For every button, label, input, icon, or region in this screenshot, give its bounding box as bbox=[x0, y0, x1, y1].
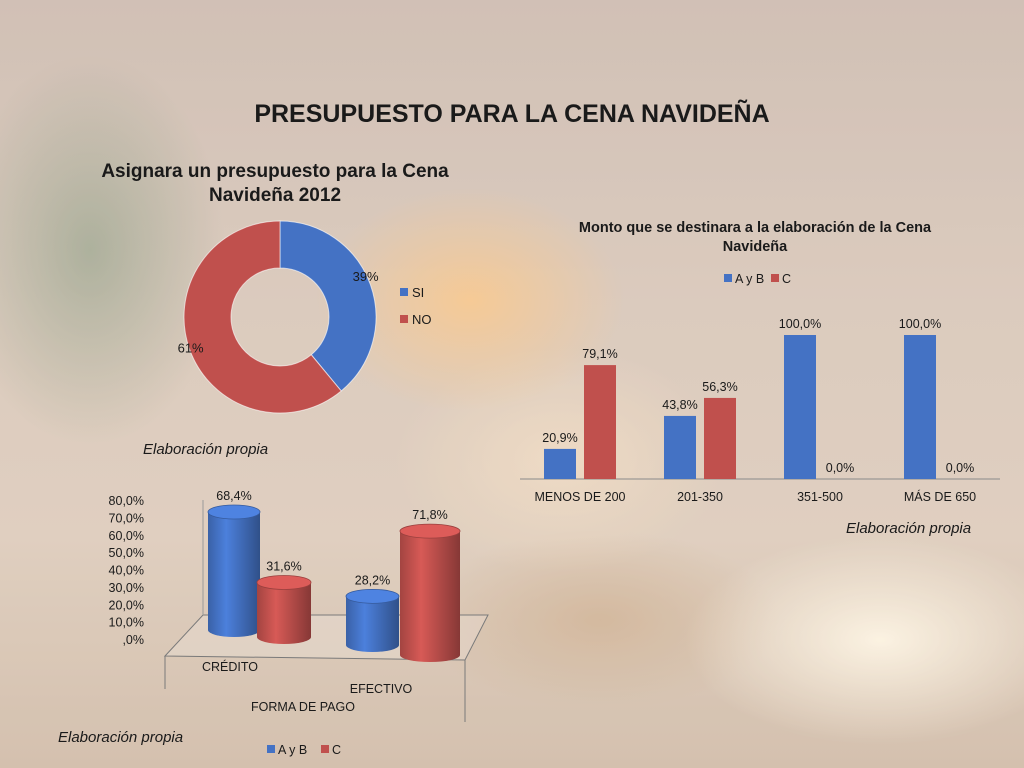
x-tick-label: 351-500 bbox=[797, 490, 843, 504]
bar-3d-body bbox=[400, 531, 460, 662]
legend-swatch-si bbox=[400, 288, 408, 296]
y-tick-label: 60,0% bbox=[109, 529, 144, 543]
bar-3d-c-0 bbox=[256, 575, 312, 644]
y-tick-label: 50,0% bbox=[109, 546, 144, 560]
x-tick-label: EFECTIVO bbox=[350, 682, 413, 696]
bar-3d-ayb-0 bbox=[207, 504, 261, 637]
legend-label: A y B bbox=[735, 272, 764, 286]
y-tick-label: 30,0% bbox=[109, 581, 144, 595]
bar-ayb-0 bbox=[544, 448, 576, 479]
donut-chart-title: Asignara un presupuesto para la Cena Nav… bbox=[101, 161, 449, 206]
bar-source-note: Elaboración propia bbox=[846, 520, 972, 537]
legend-label: C bbox=[782, 272, 791, 286]
legend-swatch-c bbox=[771, 274, 779, 282]
bar-data-label: 68,4% bbox=[216, 489, 251, 503]
legend-label: A y B bbox=[278, 743, 307, 757]
y-tick-label: 80,0% bbox=[109, 494, 144, 508]
bar-data-label: 100,0% bbox=[899, 317, 941, 331]
legend-label: C bbox=[332, 743, 341, 757]
donut-data-label: 61% bbox=[178, 340, 204, 355]
x-tick-label: MÁS DE 650 bbox=[904, 489, 976, 504]
bar-3d-body bbox=[257, 582, 311, 644]
x-tick-label: CRÉDITO bbox=[202, 659, 258, 674]
y-tick-label: 70,0% bbox=[109, 511, 144, 525]
legend-swatch-ayb bbox=[724, 274, 732, 282]
donut-slice-no bbox=[183, 220, 342, 414]
donut-slice-si bbox=[279, 220, 377, 392]
bar-chart-title: Monto que se destinara a la elaboración … bbox=[578, 220, 932, 255]
y-tick-label: ,0% bbox=[122, 633, 144, 647]
x-tick-label: 201-350 bbox=[677, 490, 723, 504]
x-tick-label: MENOS DE 200 bbox=[534, 490, 625, 504]
bar-data-label: 31,6% bbox=[266, 559, 301, 573]
bar-ayb-2 bbox=[784, 335, 816, 479]
bar-ayb-3 bbox=[904, 335, 936, 479]
bar-ayb-1 bbox=[664, 415, 696, 479]
page-title: PRESUPUESTO PARA LA CENA NAVIDEÑA bbox=[254, 100, 770, 128]
payment-source-note: Elaboración propia bbox=[58, 729, 184, 746]
donut-source-note: Elaboración propia bbox=[143, 441, 269, 458]
y-tick-label: 40,0% bbox=[109, 564, 144, 578]
legend-swatch-no bbox=[400, 315, 408, 323]
bar-3d-ayb-1 bbox=[345, 588, 400, 652]
legend-label-si: SI bbox=[412, 285, 424, 300]
bar-data-label: 43,8% bbox=[662, 398, 697, 412]
y-tick-label: 20,0% bbox=[109, 598, 144, 612]
bar-data-label: 20,9% bbox=[542, 431, 577, 445]
bar-3d-c-1 bbox=[399, 523, 461, 662]
bar-data-label: 71,8% bbox=[412, 508, 447, 522]
donut-data-label: 39% bbox=[353, 269, 379, 284]
bar-3d-top bbox=[256, 575, 312, 590]
x-axis-title: FORMA DE PAGO bbox=[251, 700, 355, 714]
y-tick-label: 10,0% bbox=[109, 616, 144, 630]
legend-label-no: NO bbox=[412, 312, 432, 327]
bar-data-label: 0,0% bbox=[826, 461, 855, 475]
bar-c-0 bbox=[584, 365, 616, 479]
bar-data-label: 28,2% bbox=[355, 573, 390, 587]
legend-swatch-ayb bbox=[267, 745, 275, 753]
bar-data-label: 0,0% bbox=[946, 461, 975, 475]
bar-data-label: 79,1% bbox=[582, 347, 617, 361]
bar-c-1 bbox=[704, 397, 736, 479]
bar-3d-body bbox=[346, 596, 399, 652]
bar-data-label: 100,0% bbox=[779, 317, 821, 331]
legend-swatch-c bbox=[321, 745, 329, 753]
bar-3d-top bbox=[345, 588, 400, 604]
bar-3d-top bbox=[399, 523, 461, 539]
bar-3d-top bbox=[207, 504, 261, 520]
bar-data-label: 56,3% bbox=[702, 380, 737, 394]
bar-3d-body bbox=[208, 512, 260, 637]
